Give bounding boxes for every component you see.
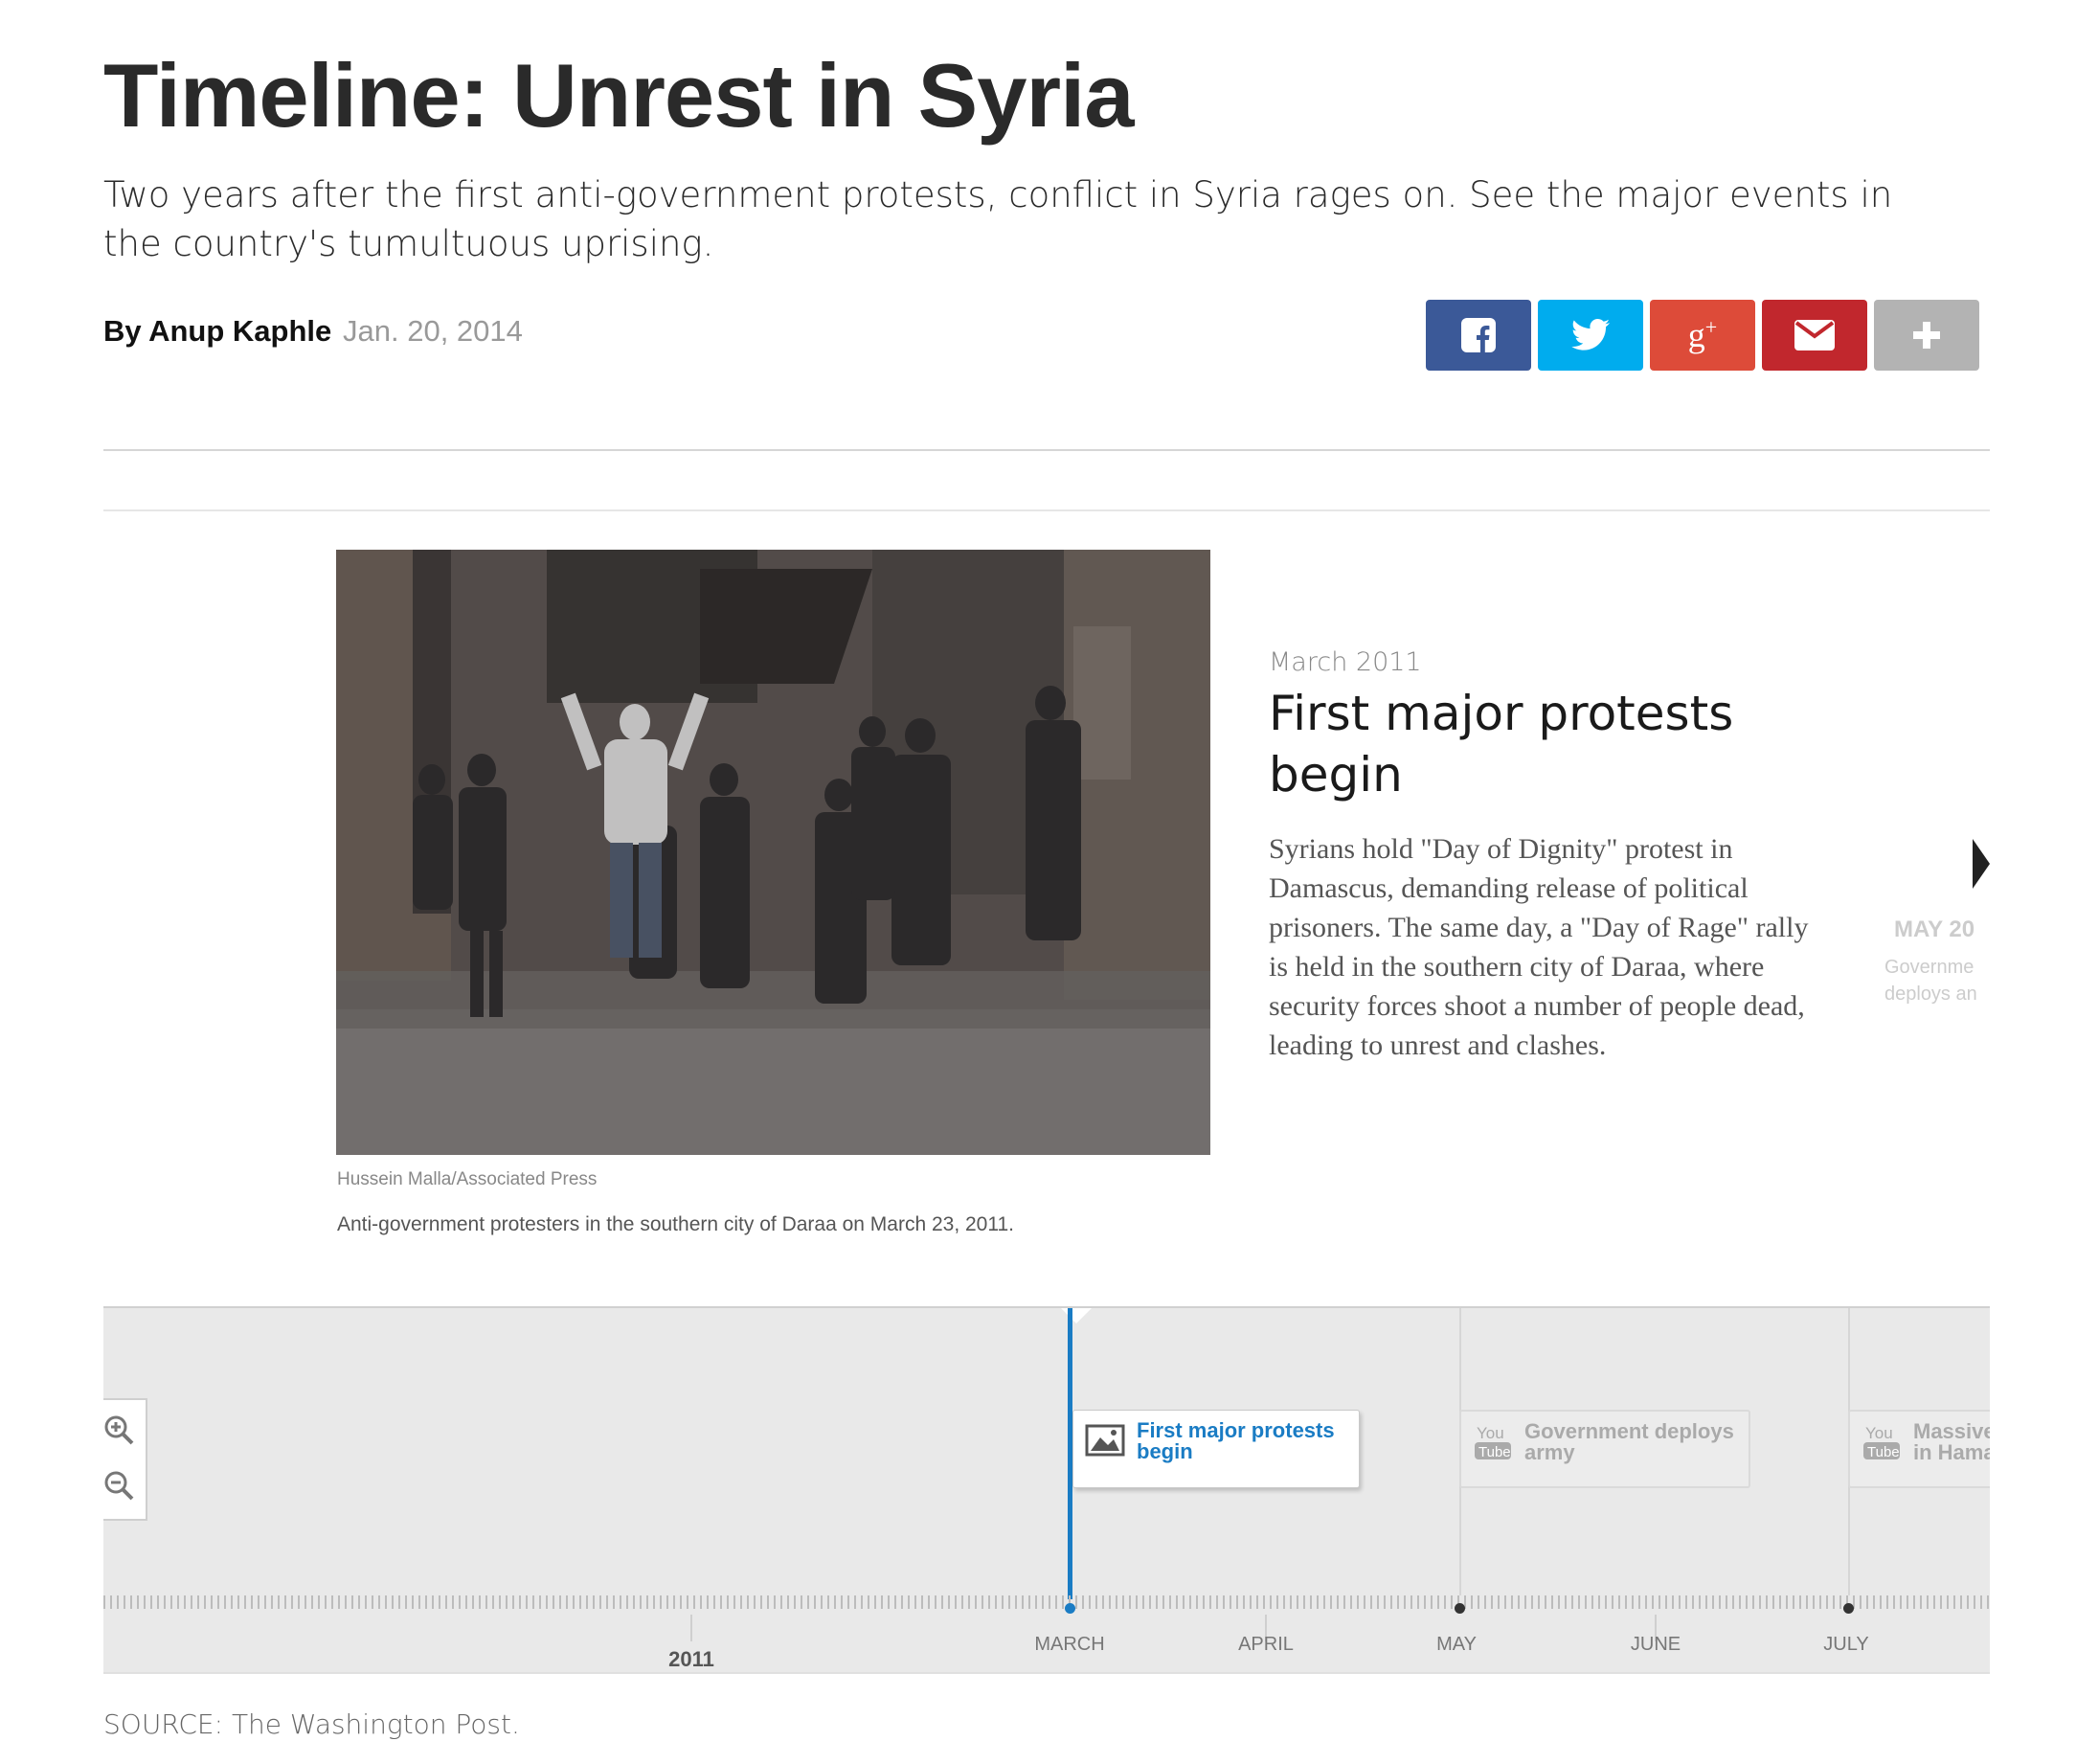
active-marker-line — [1068, 1308, 1072, 1599]
timeline-marker-label: in Hama — [1913, 1440, 1990, 1464]
timeline-axis — [103, 1595, 1990, 1609]
month-label: MAY — [1436, 1634, 1477, 1655]
share-google-plus-button[interactable]: g+ — [1650, 300, 1755, 371]
timeline-pointer — [1059, 1308, 1094, 1323]
next-slide-summary-line: deploys an — [1884, 984, 1977, 1005]
svg-text:You: You — [1477, 1424, 1504, 1442]
photo-caption: Anti-government protesters in the southe… — [337, 1213, 1014, 1235]
timeline-marker-label: Government deploys — [1524, 1419, 1734, 1443]
next-slide-date[interactable]: MAY 20 — [1894, 916, 1975, 942]
year-tick — [690, 1615, 692, 1641]
zoom-in-icon — [104, 1415, 134, 1445]
month-label: APRIL — [1238, 1634, 1294, 1655]
zoom-controls — [103, 1398, 147, 1521]
event-dot-active[interactable] — [1065, 1603, 1075, 1614]
youtube-icon: You Tube — [1475, 1424, 1511, 1460]
youtube-icon: You Tube — [1863, 1424, 1900, 1460]
month-tick — [1655, 1615, 1657, 1641]
event-dot[interactable] — [1455, 1603, 1465, 1614]
share-more-button[interactable] — [1874, 300, 1979, 371]
timeline-navigator[interactable]: First major protests begin You Tube Gove… — [103, 1306, 1990, 1674]
next-slide-summary-line: Governme — [1884, 957, 1974, 978]
timeline-marker-label: First major protests — [1137, 1418, 1335, 1442]
plus-icon — [1913, 322, 1940, 349]
zoom-out-button[interactable] — [103, 1461, 140, 1509]
event-headline: First major protests begin — [1269, 686, 1734, 803]
svg-text:You: You — [1865, 1424, 1893, 1442]
next-slide-summary[interactable]: Governme deploys an — [1884, 954, 1990, 1007]
next-slide-button[interactable] — [1973, 839, 1990, 893]
envelope-icon — [1794, 320, 1835, 351]
page-dek: Two years after the first anti-governmen… — [103, 174, 1893, 264]
timeline-marker-active[interactable]: First major protests begin — [1072, 1410, 1360, 1488]
share-facebook-button[interactable] — [1426, 300, 1531, 371]
month-label: MARCH — [1034, 1634, 1105, 1655]
divider — [103, 509, 1990, 511]
timeline-marker-label: Massive — [1913, 1419, 1990, 1443]
month-label: JULY — [1823, 1634, 1869, 1655]
facebook-icon — [1461, 318, 1496, 352]
publish-date: Jan. 20, 2014 — [343, 314, 523, 348]
divider — [103, 1672, 1990, 1674]
timeline-marker[interactable]: You Tube Massive in Hama — [1848, 1410, 1990, 1488]
share-twitter-button[interactable] — [1538, 300, 1643, 371]
event-date: March 2011 — [1269, 647, 1422, 677]
month-tick — [1265, 1615, 1267, 1641]
year-label: 2011 — [668, 1647, 714, 1671]
next-arrow-icon — [1973, 839, 1990, 889]
photo-protesters-image — [336, 550, 1210, 1155]
event-description: Syrians hold "Day of Dignity" protest in… — [1269, 833, 1809, 1061]
divider — [103, 449, 1990, 451]
event-photo[interactable] — [336, 550, 1210, 1155]
timeline-marker-label: army — [1524, 1440, 1575, 1464]
byline-author[interactable]: By Anup Kaphle — [103, 314, 332, 348]
photo-credit: Hussein Malla/Associated Press — [337, 1169, 598, 1189]
twitter-icon — [1571, 319, 1610, 351]
share-email-button[interactable] — [1762, 300, 1867, 371]
svg-text:Tube: Tube — [1867, 1444, 1900, 1460]
google-plus-icon: g+ — [1687, 315, 1718, 354]
event-dot[interactable] — [1843, 1603, 1854, 1614]
timeline-marker[interactable]: You Tube Government deploys army — [1459, 1410, 1750, 1488]
timeline-marker-label: begin — [1137, 1439, 1193, 1463]
zoom-out-icon — [104, 1471, 134, 1501]
photo-icon — [1085, 1424, 1125, 1457]
source-note: SOURCE: The Washington Post. — [103, 1708, 520, 1740]
zoom-in-button[interactable] — [103, 1406, 140, 1454]
month-label: JUNE — [1630, 1634, 1681, 1655]
page-title: Timeline: Unrest in Syria — [103, 45, 1135, 146]
svg-text:Tube: Tube — [1478, 1444, 1511, 1460]
